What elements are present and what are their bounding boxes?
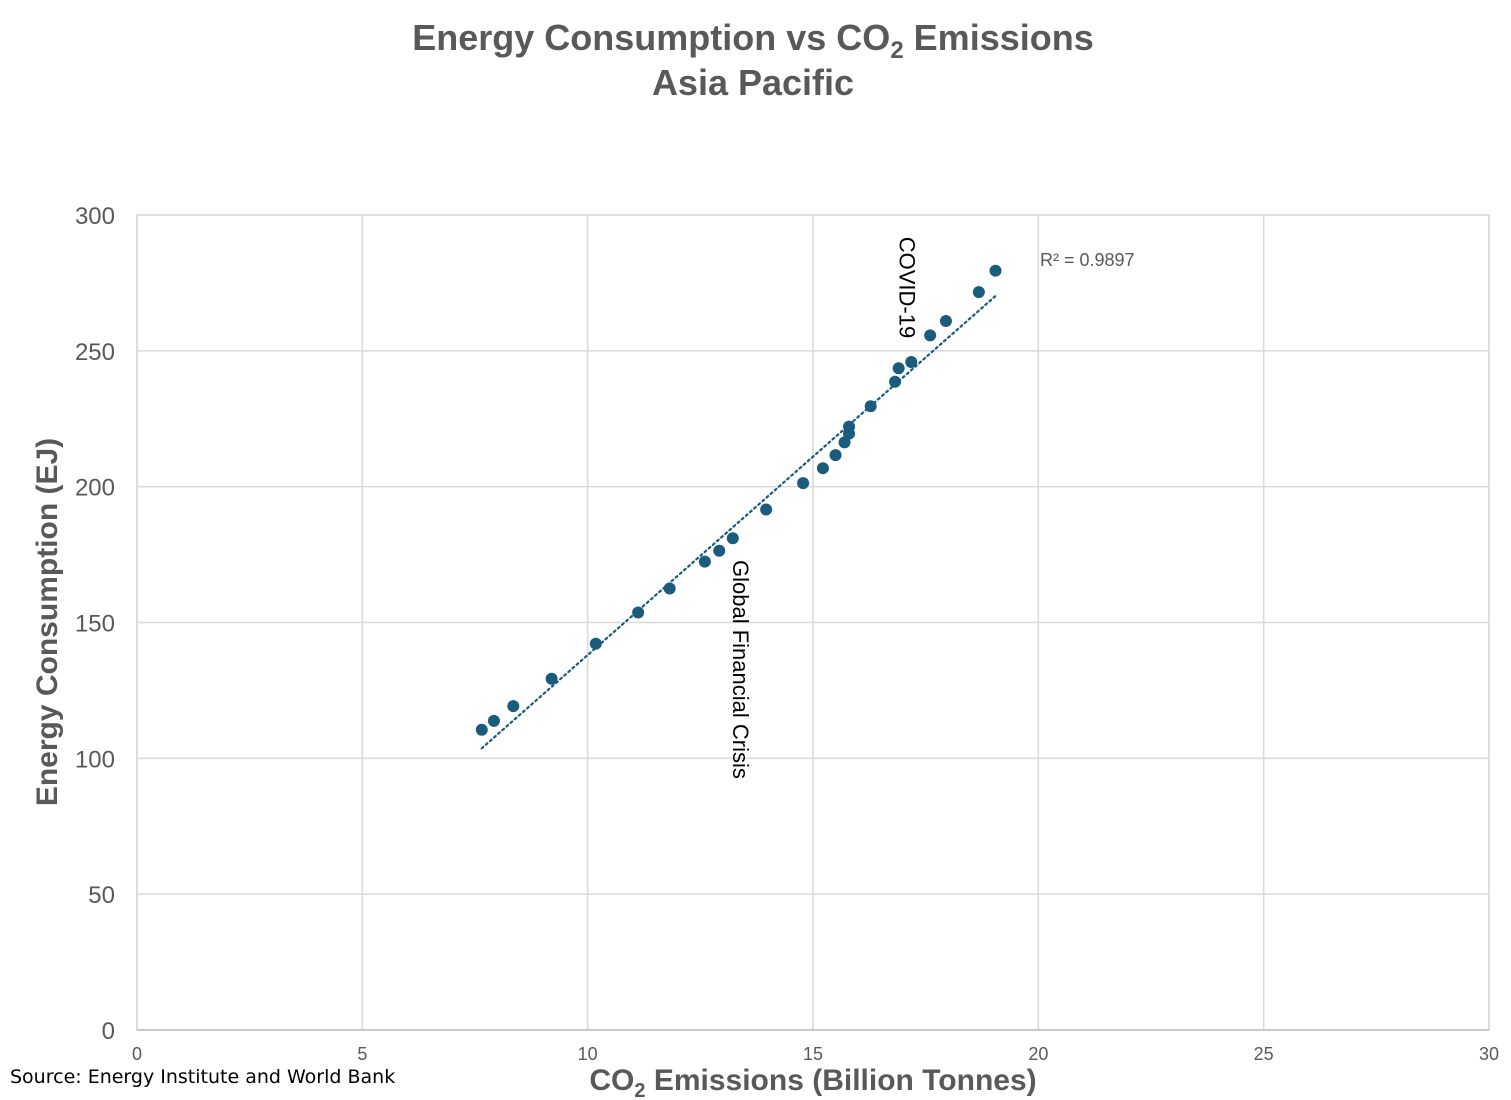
trendline (480, 294, 997, 750)
data-point (698, 555, 711, 568)
y-tick-labels: 0 50 100 150 200 250 300 (75, 203, 115, 1045)
x-axis-title: CO2 Emissions (Billion Tonnes) (589, 1064, 1036, 1100)
data-point (487, 714, 500, 727)
data-point (545, 672, 558, 685)
data-point (989, 264, 1002, 277)
data-point (829, 449, 842, 462)
x-tick-label: 0 (132, 1044, 142, 1064)
y-tick-label: 100 (75, 746, 115, 773)
x-tick-label: 10 (578, 1044, 598, 1064)
x-tick-label: 15 (803, 1044, 823, 1064)
y-tick-label: 150 (75, 611, 115, 638)
annotation-covid-19: COVID-19 (895, 237, 920, 338)
source-note: Source: Energy Institute and World Bank (10, 1066, 396, 1088)
y-tick-label: 200 (75, 475, 115, 502)
data-point (843, 420, 856, 433)
data-point (475, 723, 488, 736)
x-tick-label: 20 (1028, 1044, 1048, 1064)
data-point (972, 286, 985, 299)
gridlines (136, 214, 1490, 1030)
data-point (905, 355, 918, 368)
data-point (892, 362, 905, 375)
data-point (760, 503, 773, 516)
data-point (726, 532, 739, 545)
data-point (864, 400, 877, 413)
x-tick-labels: 0 5 10 15 20 25 30 (132, 1044, 1499, 1064)
chart-title-line2: Asia Pacific (652, 62, 854, 103)
y-tick-label: 50 (88, 882, 115, 909)
data-point (713, 544, 726, 557)
data-point (632, 606, 645, 619)
annotation-global-financial-crisis: Global Financial Crisis (728, 560, 753, 779)
data-points (475, 264, 1002, 736)
x-tick-label: 5 (357, 1044, 367, 1064)
data-point (589, 637, 602, 650)
x-tick-label: 25 (1254, 1044, 1274, 1064)
y-tick-label: 0 (102, 1018, 115, 1045)
y-axis-title: Energy Consumption (EJ) (31, 438, 64, 806)
data-point (939, 314, 952, 327)
y-tick-label: 250 (75, 339, 115, 366)
r-squared-label: R² = 0.9897 (1040, 250, 1135, 270)
chart-title-line1: Energy Consumption vs CO2 Emissions (412, 17, 1094, 64)
data-point (889, 375, 902, 388)
y-tick-label: 300 (75, 203, 115, 230)
data-point (924, 329, 937, 342)
data-point (797, 477, 810, 490)
x-tick-label: 30 (1479, 1044, 1499, 1064)
data-point (663, 582, 676, 595)
data-point (816, 462, 829, 475)
data-point (507, 700, 520, 713)
